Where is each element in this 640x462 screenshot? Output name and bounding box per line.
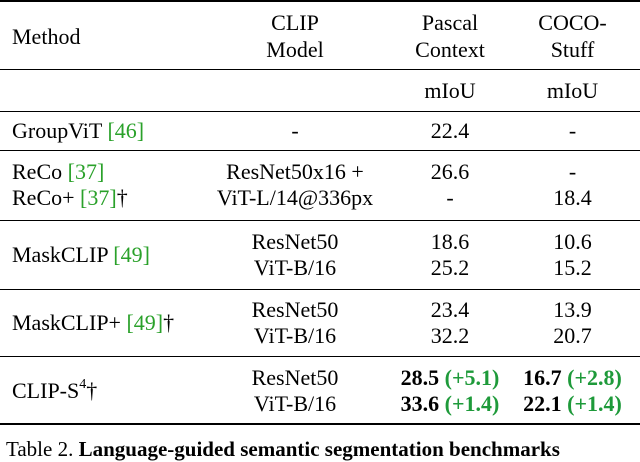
row-clips4-coco-a: 16.7 (+2.8) — [523, 365, 622, 390]
row-recoplus-model: ViT-L/14@336px — [216, 185, 374, 210]
row-maskclip-pascal-a: 18.6 — [430, 229, 470, 254]
citation: [37] — [67, 159, 105, 184]
citation: [49] — [113, 242, 150, 267]
header-pascal-line2: Context — [415, 37, 485, 62]
top-rule — [0, 0, 640, 2]
row-maskclipplus-pascal-a: 23.4 — [430, 297, 470, 322]
row-maskclip-coco-b: 15.2 — [553, 255, 592, 280]
row-maskclipplus-coco-b: 20.7 — [553, 323, 592, 348]
citation: [37] — [80, 185, 117, 210]
row-maskclipplus-pascal-b: 32.2 — [430, 323, 470, 348]
row-clips4-model-a: ResNet50 — [251, 365, 339, 390]
row-recoplus-method: ReCo+ [37]† — [12, 185, 128, 210]
header-coco-line2: Stuff — [550, 37, 595, 62]
row-groupvit-method: GroupViT [46] — [12, 118, 145, 143]
metric-coco: mIoU — [546, 78, 599, 103]
header-coco-line1: COCO- — [538, 10, 607, 35]
row-maskclip-coco-a: 10.6 — [553, 229, 592, 254]
row-maskclipplus-coco-a: 13.9 — [553, 297, 592, 322]
row-clips4-method: CLIP-S4† — [12, 376, 98, 403]
header-clip-line1: CLIP — [271, 10, 319, 35]
row-maskclip-method: MaskCLIP [49] — [12, 242, 150, 267]
row-maskclip-model-b: ViT-B/16 — [253, 255, 337, 280]
row-rule-2 — [0, 220, 640, 221]
row-clips4-pascal-b: 33.6 (+1.4) — [400, 391, 500, 416]
row-groupvit-coco: - — [568, 118, 577, 143]
row-clips4-pascal-a: 28.5 (+5.1) — [400, 365, 500, 390]
row-reco-pascal: 26.6 — [430, 159, 470, 184]
row-rule-3 — [0, 289, 640, 290]
row-maskclip-pascal-b: 25.2 — [430, 255, 470, 280]
row-reco-method: ReCo [37] — [12, 159, 105, 184]
row-clips4-model-b: ViT-B/16 — [253, 391, 337, 416]
row-rule-4 — [0, 356, 640, 357]
row-reco-model: ResNet50x16 + — [226, 159, 364, 184]
row-clips4-coco-b: 22.1 (+1.4) — [523, 391, 622, 416]
bottom-rule — [0, 423, 640, 425]
row-recoplus-pascal: - — [446, 185, 454, 210]
row-reco-coco: - — [568, 159, 577, 184]
header-method: Method — [12, 24, 81, 49]
header-clip-line2: Model — [266, 37, 324, 62]
row-recoplus-coco: 18.4 — [553, 185, 592, 210]
row-maskclipplus-model-b: ViT-B/16 — [253, 323, 337, 348]
metric-rule — [0, 111, 640, 112]
header-rule — [0, 69, 640, 70]
row-maskclipplus-method: MaskCLIP+ [49]† — [12, 310, 175, 335]
row-groupvit-model: - — [291, 118, 299, 143]
row-rule-1 — [0, 150, 640, 151]
citation: [46] — [107, 118, 145, 143]
row-groupvit-pascal: 22.4 — [430, 118, 470, 143]
row-maskclipplus-model-a: ResNet50 — [251, 297, 339, 322]
table-caption: Table 2. Language-guided semantic segmen… — [6, 437, 560, 461]
citation: [49] — [126, 310, 164, 335]
row-maskclip-model-a: ResNet50 — [251, 229, 339, 254]
header-pascal-line1: Pascal — [421, 10, 479, 35]
metric-pascal: mIoU — [424, 78, 476, 103]
